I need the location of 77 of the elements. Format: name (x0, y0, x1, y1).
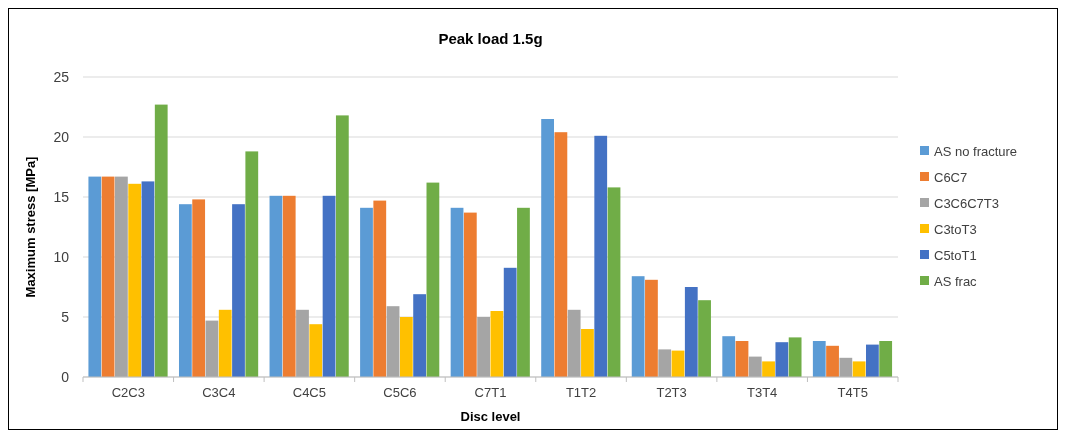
bar (852, 361, 866, 377)
y-axis-title: Maximum stress [MPa] (23, 156, 38, 298)
x-tick-label: C3C4 (202, 385, 236, 400)
bar (517, 207, 530, 377)
bar (722, 336, 736, 377)
bar (581, 329, 594, 377)
bar (218, 309, 232, 377)
x-tick-label: T1T2 (565, 385, 597, 400)
x-tick-label: C7T1 (474, 385, 507, 400)
legend-label: AS no fracture (934, 143, 1018, 159)
bar (205, 320, 219, 377)
bar (490, 311, 504, 377)
bar (245, 151, 259, 377)
bar (154, 104, 168, 377)
legend-label: C6C7 (934, 169, 968, 185)
bar (684, 287, 698, 377)
bar (178, 204, 192, 377)
bar (192, 199, 206, 377)
bar (735, 341, 749, 377)
bar (141, 181, 155, 377)
bar (88, 176, 102, 377)
bar (826, 345, 839, 377)
bar (232, 204, 245, 377)
y-tick-label: 10 (53, 248, 70, 265)
x-tick-label: C4C5 (292, 385, 327, 400)
bar (658, 349, 672, 377)
x-tick-label: T3T4 (746, 385, 778, 400)
bar (309, 324, 323, 377)
x-tick-label: C2C3 (111, 385, 145, 400)
bar (413, 294, 427, 377)
chart-title: Peak load 1.5g (438, 30, 543, 47)
bar (748, 356, 762, 377)
bar (296, 309, 309, 377)
bar (607, 187, 621, 377)
bar (426, 182, 440, 377)
y-tick-label: 20 (53, 128, 70, 145)
y-tick-label: 0 (61, 368, 70, 385)
legend-label: AS frac (934, 273, 978, 289)
bar (477, 317, 490, 377)
bar (812, 341, 826, 377)
x-tick-label: T2T3 (656, 385, 687, 400)
legend-label: C5toT1 (934, 247, 977, 263)
bar (101, 176, 115, 377)
bar (335, 115, 349, 377)
bar (128, 183, 142, 377)
bar (594, 135, 608, 377)
bar (269, 195, 283, 377)
legend-label: C3toT3 (934, 221, 977, 237)
legend-label: C3C6C7T3 (934, 195, 1000, 211)
bar (631, 276, 645, 377)
bar (554, 132, 568, 377)
bar (373, 200, 387, 377)
bar (282, 195, 296, 377)
bar (541, 119, 554, 377)
bar (645, 279, 658, 377)
bar (399, 317, 413, 377)
bar (762, 361, 775, 377)
y-tick-label: 5 (61, 308, 70, 325)
bar (322, 195, 336, 377)
bar (879, 341, 893, 377)
x-tick-label: T4T5 (837, 385, 868, 400)
bar (115, 176, 128, 377)
y-tick-label: 15 (53, 188, 70, 205)
bar (788, 337, 802, 377)
x-axis-title: Disc level (460, 409, 521, 424)
bar (567, 309, 581, 377)
bar (360, 207, 373, 377)
bar (698, 300, 711, 377)
x-tick-label: C5C6 (383, 385, 417, 400)
bar (386, 306, 400, 377)
bar (839, 357, 853, 377)
bar (463, 212, 477, 377)
bar (866, 344, 879, 377)
y-tick-label: 25 (53, 68, 70, 85)
bar (450, 207, 464, 377)
bar (775, 342, 789, 377)
bar (503, 267, 517, 377)
